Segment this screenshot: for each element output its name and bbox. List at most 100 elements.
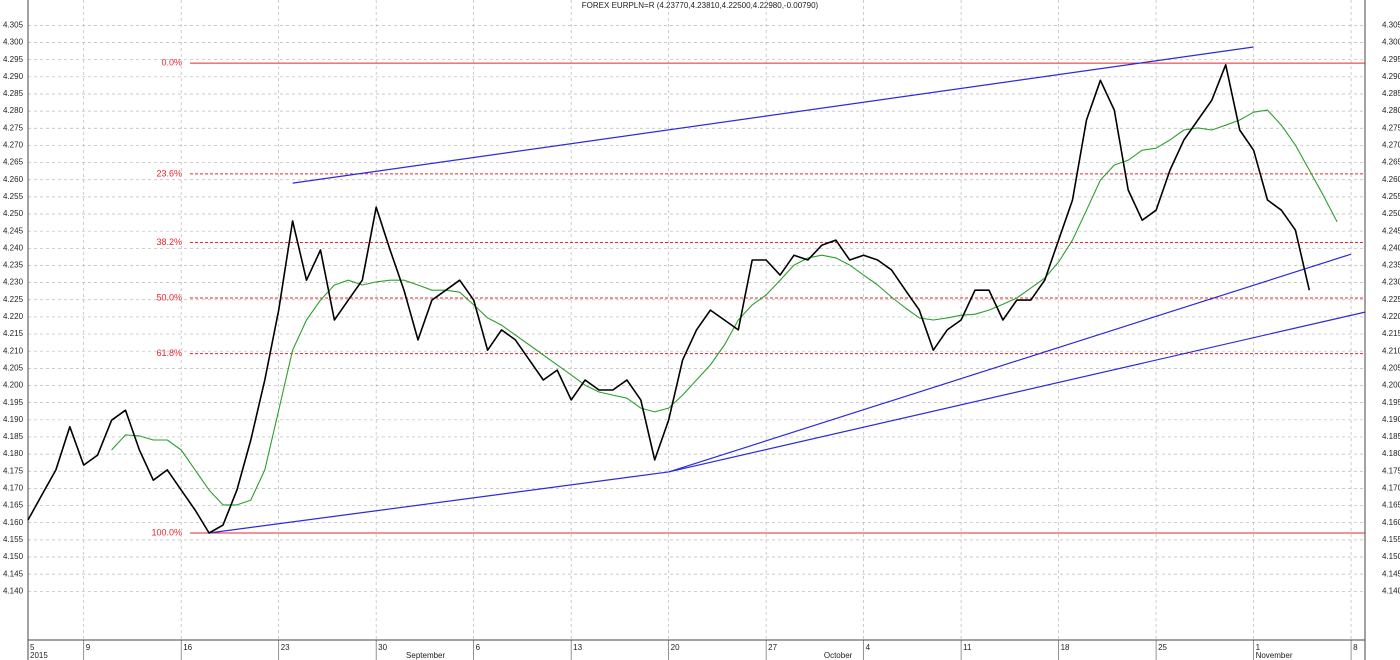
y-tick-label: 4.245 [3,226,24,235]
x-period-label: September [406,651,445,660]
y-tick-label-right: 4.185 [1382,432,1400,441]
y-tick-label: 4.275 [3,123,24,132]
y-tick-label-right: 4.305 [1382,20,1400,29]
y-tick-label: 4.295 [3,55,24,64]
y-tick-label: 4.175 [3,466,24,475]
y-tick-label: 4.225 [3,295,24,304]
y-tick-label: 4.155 [3,535,24,544]
y-tick-label: 4.235 [3,261,24,270]
y-tick-label: 4.260 [3,175,24,184]
y-tick-label-right: 4.215 [1382,329,1400,338]
y-tick-label-right: 4.295 [1382,55,1400,64]
y-tick-label: 4.195 [3,398,24,407]
trend-line [208,471,669,534]
y-tick-label: 4.190 [3,415,24,424]
y-tick-label-right: 4.180 [1382,449,1400,458]
y-tick-label-right: 4.260 [1382,175,1400,184]
y-tick-label: 4.255 [3,192,24,201]
level-label: 50.0% [156,292,182,302]
y-tick-label: 4.300 [3,38,24,47]
y-tick-label-right: 4.140 [1382,586,1400,595]
level-label: 38.2% [156,237,182,247]
y-tick-label: 4.180 [3,449,24,458]
y-tick-label-right: 4.240 [1382,243,1400,252]
x-tick-label: 1 [1256,643,1261,652]
y-tick-label: 4.240 [3,243,24,252]
trend-line [668,253,1352,473]
y-tick-label-right: 4.255 [1382,192,1400,201]
average-line [111,109,1338,506]
x-tick-label: 8 [1353,643,1358,652]
y-tick-label-right: 4.175 [1382,466,1400,475]
y-tick-label-right: 4.170 [1382,484,1400,493]
y-tick-label-right: 4.210 [1382,346,1400,355]
x-tick-label: 6 [476,643,481,652]
y-tick-label: 4.205 [3,363,24,372]
trend-line [668,311,1366,473]
x-tick-label: 9 [86,643,91,652]
price-line [27,64,1311,534]
level-label: 100.0% [151,527,182,537]
level-label: 23.6% [156,168,182,178]
y-tick-label-right: 4.230 [1382,278,1400,287]
y-tick-label: 4.220 [3,312,24,321]
y-tick-label-right: 4.275 [1382,123,1400,132]
x-tick-label: 4 [866,643,871,652]
y-tick-label-right: 4.160 [1382,518,1400,527]
y-tick-label: 4.210 [3,346,24,355]
y-tick-label-right: 4.155 [1382,535,1400,544]
x-tick-label: 13 [573,643,582,652]
y-tick-label: 4.200 [3,381,24,390]
trend-line [292,46,1254,184]
y-tick-label-right: 4.150 [1382,552,1400,561]
y-tick-label: 4.290 [3,72,24,81]
x-tick-label: 25 [1158,643,1167,652]
y-tick-label-right: 4.145 [1382,569,1400,578]
y-tick-label-right: 4.165 [1382,501,1400,510]
y-tick-label-right: 4.265 [1382,158,1400,167]
y-tick-label-right: 4.225 [1382,295,1400,304]
y-tick-label: 4.250 [3,209,24,218]
y-tick-label-right: 4.205 [1382,363,1400,372]
y-tick-label-right: 4.195 [1382,398,1400,407]
x-tick-label: 5 [30,643,35,652]
y-tick-label-right: 4.190 [1382,415,1400,424]
y-tick-label-right: 4.270 [1382,141,1400,150]
y-tick-label-right: 4.285 [1382,89,1400,98]
chart-title: FOREX EURPLN=R (4.23770,4.23810,4.22500,… [582,1,819,10]
y-tick-label: 4.280 [3,106,24,115]
y-tick-label: 4.285 [3,89,24,98]
x-tick-label: 16 [183,643,192,652]
x-tick-label: 18 [1061,643,1070,652]
y-tick-label: 4.230 [3,278,24,287]
y-tick-label: 4.170 [3,484,24,493]
x-tick-label: 30 [378,643,387,652]
y-tick-label: 4.305 [3,20,24,29]
y-tick-label: 4.145 [3,569,24,578]
x-tick-label: 27 [768,643,777,652]
x-period-label: October [824,651,853,660]
y-tick-label: 4.165 [3,501,24,510]
y-tick-label: 4.270 [3,141,24,150]
y-tick-label: 4.150 [3,552,24,561]
y-tick-label: 4.160 [3,518,24,527]
y-tick-label-right: 4.290 [1382,72,1400,81]
y-tick-label-right: 4.250 [1382,209,1400,218]
y-tick-label: 4.140 [3,586,24,595]
x-tick-label: 11 [963,643,972,652]
x-tick-label: 20 [671,643,680,652]
y-tick-label: 4.215 [3,329,24,338]
y-tick-label-right: 4.245 [1382,226,1400,235]
y-tick-label-right: 4.300 [1382,38,1400,47]
x-period-label: November [1256,651,1293,660]
level-label: 0.0% [161,57,182,67]
x-period-label: 2015 [30,651,48,660]
y-tick-label: 4.265 [3,158,24,167]
y-tick-label: 4.185 [3,432,24,441]
y-tick-label-right: 4.235 [1382,261,1400,270]
y-tick-label-right: 4.280 [1382,106,1400,115]
x-tick-label: 23 [281,643,290,652]
y-tick-label-right: 4.220 [1382,312,1400,321]
